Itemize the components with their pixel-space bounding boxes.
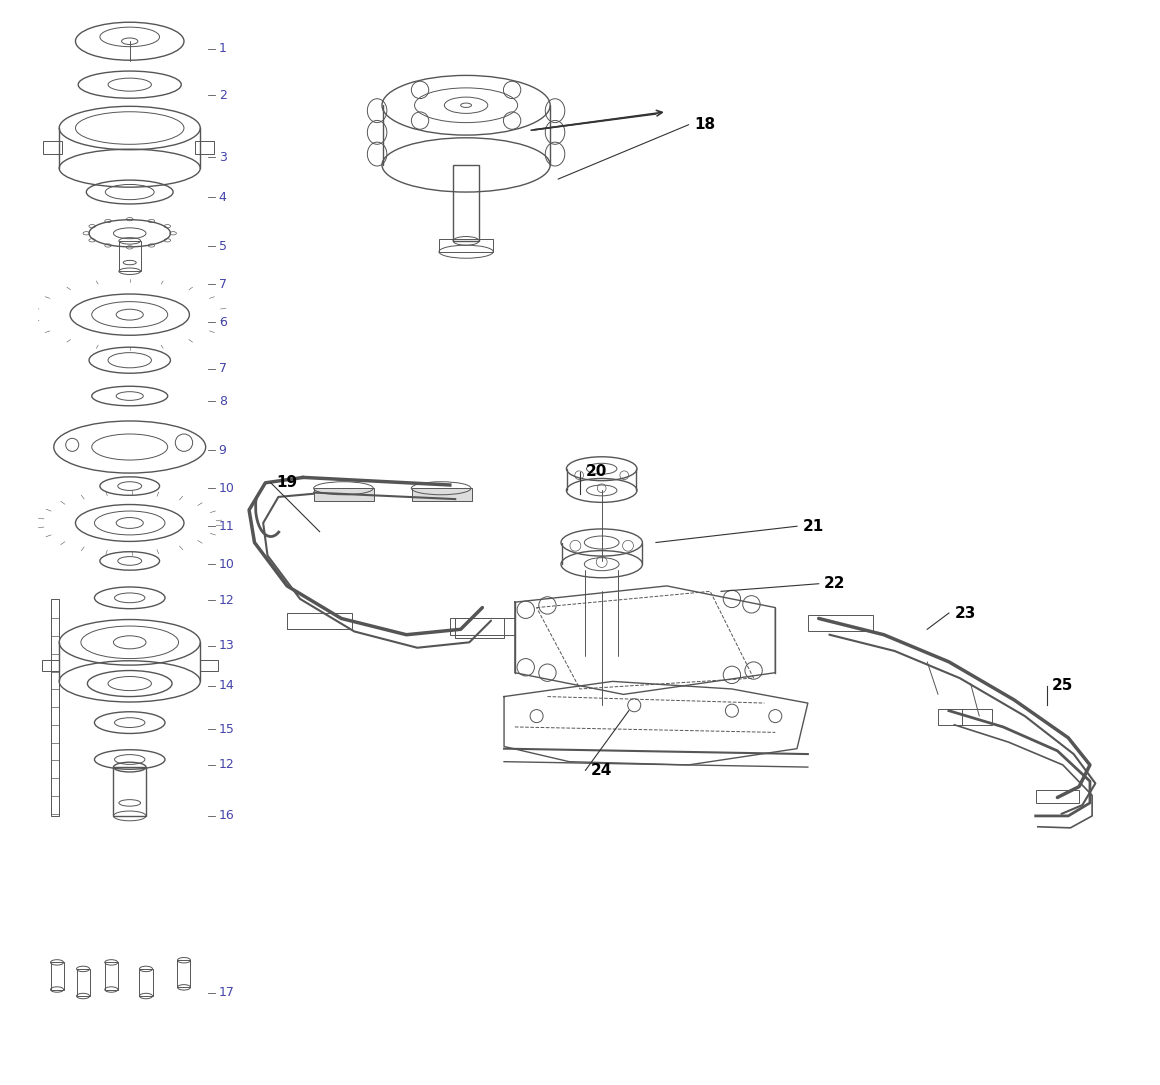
Bar — [807, 615, 873, 631]
Text: 8: 8 — [219, 395, 226, 408]
Text: 11: 11 — [219, 520, 234, 533]
Text: 25: 25 — [1052, 678, 1073, 693]
Text: 13: 13 — [219, 639, 234, 652]
Text: 22: 22 — [824, 576, 846, 591]
Text: 4: 4 — [219, 191, 226, 204]
Bar — [450, 618, 515, 635]
Bar — [51, 599, 59, 816]
Text: 10: 10 — [219, 482, 234, 495]
Text: 12: 12 — [219, 758, 234, 771]
Bar — [114, 767, 146, 816]
Text: 20: 20 — [586, 464, 607, 480]
Text: 2: 2 — [219, 89, 226, 102]
Bar — [454, 165, 479, 241]
Bar — [118, 241, 140, 271]
Text: 16: 16 — [219, 809, 234, 822]
Text: 7: 7 — [219, 278, 226, 291]
Bar — [177, 960, 190, 987]
Bar — [43, 141, 63, 154]
Text: 14: 14 — [219, 679, 234, 692]
Text: 1: 1 — [219, 42, 226, 55]
Bar — [438, 239, 493, 252]
Text: 15: 15 — [219, 723, 234, 736]
Bar — [104, 962, 118, 990]
Bar — [287, 613, 353, 629]
Bar — [201, 660, 218, 671]
Bar — [455, 618, 505, 638]
Text: 17: 17 — [219, 986, 234, 999]
Text: 10: 10 — [219, 558, 234, 571]
Bar — [195, 141, 215, 154]
Text: 12: 12 — [219, 593, 234, 607]
Text: 3: 3 — [219, 151, 226, 164]
Text: 18: 18 — [694, 117, 715, 132]
Text: 21: 21 — [803, 519, 824, 534]
Text: 7: 7 — [219, 362, 226, 375]
Text: 19: 19 — [276, 475, 297, 490]
Text: 23: 23 — [955, 605, 976, 621]
Bar — [1036, 790, 1079, 803]
Bar — [938, 709, 992, 725]
Text: 24: 24 — [590, 763, 612, 778]
Bar — [42, 660, 59, 671]
Text: 6: 6 — [219, 316, 226, 329]
Text: 5: 5 — [219, 240, 226, 253]
Bar — [412, 488, 471, 501]
Bar — [51, 962, 64, 990]
Bar — [314, 488, 374, 501]
Bar — [77, 969, 89, 996]
Bar — [139, 969, 152, 996]
Text: 9: 9 — [219, 444, 226, 457]
